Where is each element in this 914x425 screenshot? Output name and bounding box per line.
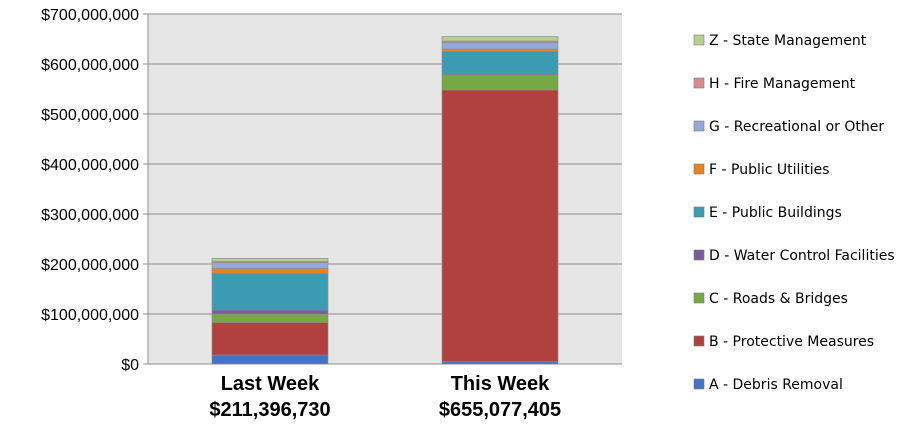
bar-segment <box>211 273 329 311</box>
bar-segment <box>211 313 329 323</box>
x-category-label: This Week <box>451 373 550 395</box>
legend-swatch <box>693 34 705 46</box>
bar-segment <box>211 354 329 365</box>
y-tick-label: $700,000,000 <box>41 7 139 24</box>
legend-swatch <box>693 77 705 89</box>
legend-label: G - Recreational or Other <box>709 119 884 135</box>
bar-segment <box>441 51 559 75</box>
y-tick-label: $600,000,000 <box>41 57 139 74</box>
x-category-label: Last Week <box>221 373 320 395</box>
y-tick-label: $400,000,000 <box>41 157 139 174</box>
bar-segment <box>441 74 559 91</box>
legend-label: E - Public Buildings <box>709 205 842 221</box>
legend-label: A - Debris Removal <box>709 377 843 393</box>
legend-label: D - Water Control Facilities <box>709 248 895 264</box>
bar-segment <box>211 258 329 262</box>
legend-swatch <box>693 120 705 132</box>
legend-label: F - Public Utilities <box>709 162 830 178</box>
x-axis-labels: Last Week $211,396,730 This Week $655,077,4… <box>209 373 561 421</box>
bar-segment <box>441 89 559 362</box>
legend-label: B - Protective Measures <box>709 334 874 350</box>
x-category-total: $655,077,405 <box>439 399 561 421</box>
bar-segment <box>441 48 559 52</box>
legend-swatch <box>693 163 705 175</box>
legend-swatch <box>693 378 705 390</box>
bar-segment <box>441 42 559 50</box>
legend-swatch <box>693 335 705 347</box>
y-tick-label: $0 <box>121 357 139 374</box>
bar-segment <box>441 361 559 365</box>
legend-label: C - Roads & Bridges <box>709 291 848 307</box>
legend-swatch <box>693 206 705 218</box>
bar-segment <box>211 262 329 269</box>
legend-label: Z - State Management <box>709 33 867 49</box>
legend-swatch <box>693 249 705 261</box>
bars <box>211 36 559 365</box>
bar-segment <box>211 309 329 315</box>
legend-swatch <box>693 292 705 304</box>
y-tick-label: $300,000,000 <box>41 207 139 224</box>
y-tick-label: $200,000,000 <box>41 257 139 274</box>
bar-segment <box>441 36 559 42</box>
y-tick-label: $100,000,000 <box>41 307 139 324</box>
legend: Z - State Management H - Fire Management G… <box>693 33 895 393</box>
bar-segment <box>211 322 329 356</box>
y-tick-label: $500,000,000 <box>41 107 139 124</box>
bar-segment <box>211 268 329 274</box>
legend-label: H - Fire Management <box>709 76 856 92</box>
x-category-total: $211,396,730 <box>209 399 330 421</box>
y-axis-ticks: $0 $100,000,000 $200,000,000 $300,000,000 $4… <box>41 7 149 374</box>
